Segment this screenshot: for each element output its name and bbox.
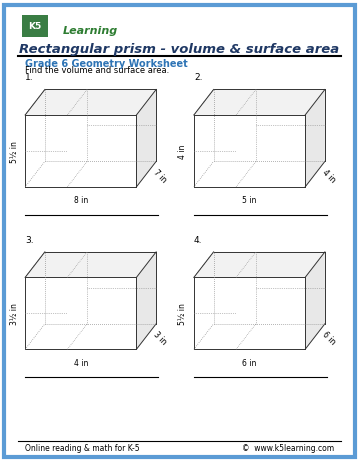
Polygon shape bbox=[194, 90, 325, 116]
Polygon shape bbox=[25, 252, 156, 278]
Polygon shape bbox=[136, 90, 156, 188]
Polygon shape bbox=[194, 278, 305, 350]
Polygon shape bbox=[25, 116, 136, 188]
Text: Online reading & math for K-5: Online reading & math for K-5 bbox=[25, 443, 140, 452]
Text: Learning: Learning bbox=[63, 26, 118, 36]
Polygon shape bbox=[25, 278, 136, 350]
Bar bbox=[22, 16, 48, 38]
Polygon shape bbox=[194, 116, 305, 188]
Text: 4.: 4. bbox=[194, 235, 202, 244]
Polygon shape bbox=[194, 252, 325, 278]
Text: 5½ in: 5½ in bbox=[178, 303, 187, 325]
Text: 1.: 1. bbox=[25, 73, 34, 82]
Text: 3½ in: 3½ in bbox=[10, 303, 19, 325]
Text: 4 in: 4 in bbox=[178, 144, 187, 159]
Text: 5 in: 5 in bbox=[242, 196, 257, 205]
Text: 6 in: 6 in bbox=[321, 330, 337, 346]
Text: 3.: 3. bbox=[25, 235, 34, 244]
Polygon shape bbox=[25, 90, 156, 116]
Text: 2.: 2. bbox=[194, 73, 202, 82]
Polygon shape bbox=[136, 252, 156, 350]
Text: 7 in: 7 in bbox=[152, 168, 168, 184]
Text: 6 in: 6 in bbox=[242, 358, 257, 367]
Text: K5: K5 bbox=[28, 22, 42, 31]
Text: Grade 6 Geometry Worksheet: Grade 6 Geometry Worksheet bbox=[25, 58, 188, 69]
Text: 4 in: 4 in bbox=[321, 168, 337, 184]
Text: 5½ in: 5½ in bbox=[10, 141, 19, 163]
Polygon shape bbox=[305, 90, 325, 188]
Polygon shape bbox=[305, 252, 325, 350]
Text: 8 in: 8 in bbox=[74, 196, 88, 205]
Text: Rectangular prism - volume & surface area: Rectangular prism - volume & surface are… bbox=[19, 43, 340, 56]
Text: 4 in: 4 in bbox=[74, 358, 88, 367]
Text: 3 in: 3 in bbox=[152, 330, 168, 346]
Text: ©  www.k5learning.com: © www.k5learning.com bbox=[242, 443, 334, 452]
Text: Find the volume and surface area.: Find the volume and surface area. bbox=[25, 66, 169, 75]
